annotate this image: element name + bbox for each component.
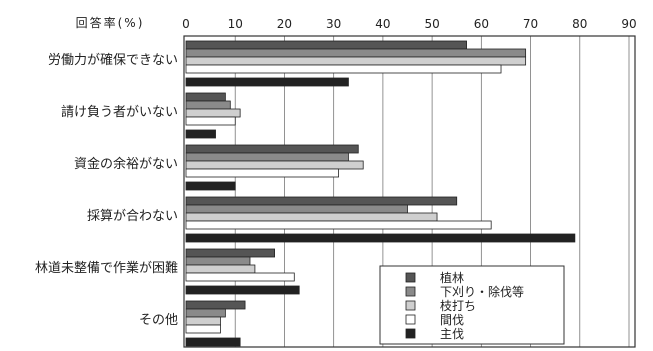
legend-swatch	[405, 286, 416, 297]
bar-series	[185, 40, 576, 347]
x-tick-label: 50	[424, 17, 439, 31]
x-tick-label: 40	[375, 17, 390, 31]
bar	[185, 64, 502, 74]
legend-label: 主伐	[440, 327, 464, 341]
x-tick-label: 10	[228, 17, 243, 31]
bar	[185, 196, 458, 206]
bar	[185, 168, 339, 178]
x-axis-ticks: 0 10 20 30 40 50 60 70 80 90	[182, 17, 636, 31]
bar	[185, 300, 246, 310]
legend-label: 下刈り・除伐等	[440, 284, 524, 299]
x-tick-label: 80	[572, 17, 587, 31]
bar	[185, 233, 576, 243]
x-tick-label: 70	[523, 17, 538, 31]
bar	[185, 212, 438, 222]
bar	[185, 324, 221, 334]
bar	[185, 92, 226, 102]
legend-swatch	[405, 314, 416, 325]
bar	[185, 129, 216, 139]
bar	[185, 144, 359, 154]
legend-label: 枝打ち	[440, 298, 476, 313]
x-tick-label: 20	[277, 17, 292, 31]
bar	[185, 77, 349, 87]
bar	[185, 256, 251, 266]
plot-frame	[183, 35, 636, 348]
bar	[185, 48, 527, 58]
category-label: その他	[139, 313, 178, 328]
bar	[185, 108, 241, 118]
legend-label: 植林	[440, 270, 464, 285]
category-label: 労働力が確保できない	[48, 52, 178, 68]
x-tick-label: 30	[326, 17, 341, 31]
bar	[185, 248, 275, 258]
grid-lines	[234, 36, 630, 347]
category-label: 採算が合わない	[87, 209, 178, 224]
axis-unit-label: 回答率(%)	[76, 15, 145, 30]
bar	[185, 160, 364, 170]
category-labels: 労働力が確保できない請け負う者がいない資金の余裕がない採算が合わない林道未整備で…	[35, 52, 178, 328]
bar	[185, 308, 226, 318]
x-tick-label: 0	[182, 17, 190, 31]
bar	[185, 264, 256, 274]
bar	[185, 316, 221, 326]
legend-swatch	[405, 272, 416, 283]
bar	[185, 152, 349, 162]
legend-swatch	[405, 300, 416, 311]
bar	[185, 40, 467, 50]
x-tick-label: 90	[621, 17, 636, 31]
legend-swatch	[405, 328, 416, 339]
category-label: 林道未整備で作業が困難	[35, 260, 178, 276]
bar	[185, 56, 527, 66]
bar	[185, 204, 408, 214]
bar	[185, 337, 241, 347]
bar	[185, 116, 236, 126]
bar	[185, 285, 300, 295]
bar	[185, 181, 236, 191]
category-label: 請け負う者がいない	[61, 105, 178, 120]
bar	[185, 272, 295, 282]
category-label: 資金の余裕がない	[74, 156, 178, 172]
x-tick-label: 60	[474, 17, 489, 31]
legend-label: 間伐	[440, 313, 464, 327]
bar	[185, 100, 231, 110]
bar	[185, 220, 492, 230]
